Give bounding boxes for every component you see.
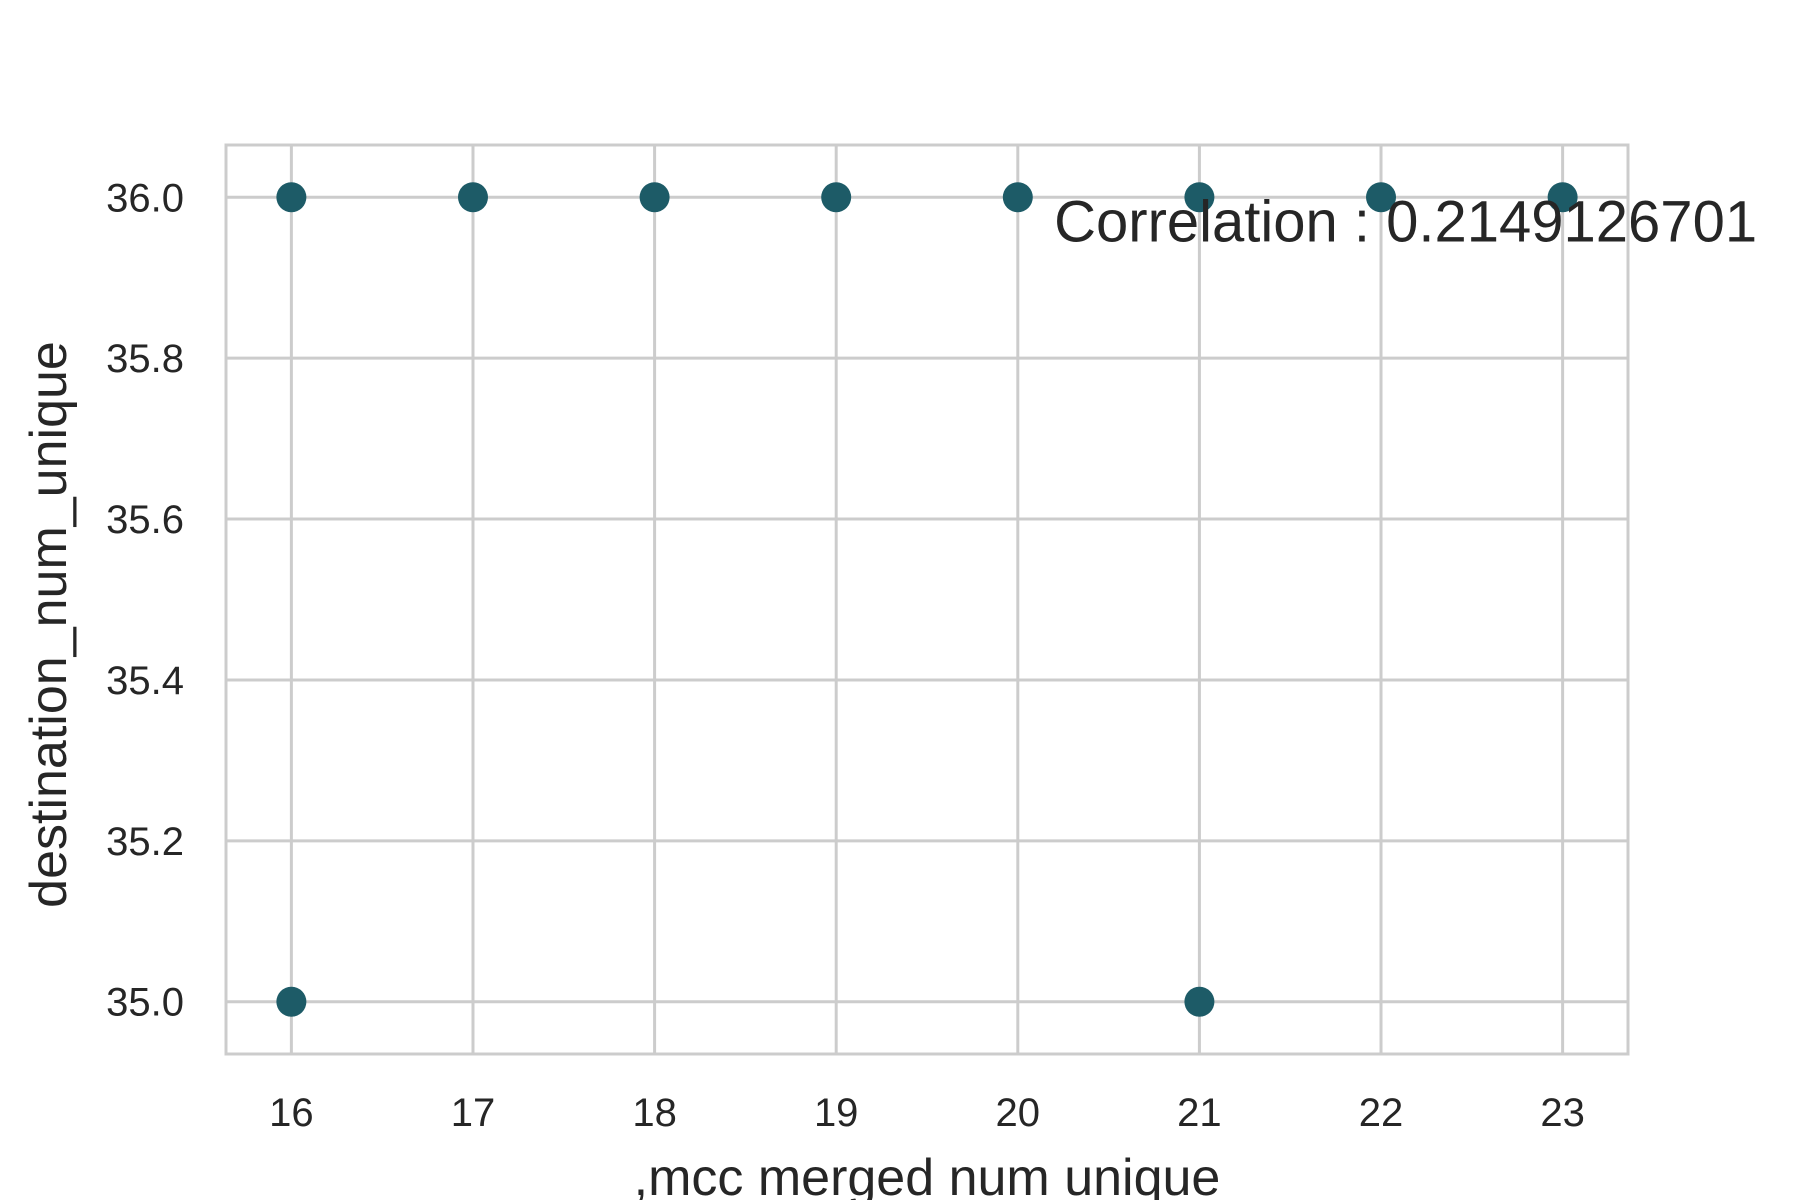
- scatter-point: [1366, 182, 1397, 213]
- y-tick-labels: 35.0 35.2 35.4 35.6 35.8 36.0: [106, 176, 184, 1024]
- plot-frame: [224, 143, 1630, 1056]
- scatter-point: [1547, 182, 1578, 213]
- scatter-point: [1184, 986, 1215, 1017]
- scatter-point: [639, 182, 670, 213]
- y-axis-label: destination_num_unique: [20, 341, 78, 908]
- scatter-point: [276, 986, 307, 1017]
- x-tick-labels: 16 17 18 19 20 21 22 23: [269, 1091, 1585, 1135]
- x-tick-label: 23: [1540, 1091, 1585, 1135]
- x-tick-label: 18: [632, 1091, 677, 1135]
- x-tick-label: 22: [1359, 1091, 1404, 1135]
- data-points: [276, 182, 1578, 1017]
- y-tick-label: 35.2: [106, 820, 184, 864]
- scatter-point: [1184, 182, 1215, 213]
- y-tick-label: 35.6: [106, 498, 184, 542]
- x-tick-label: 17: [451, 1091, 496, 1135]
- scatter-point: [276, 182, 307, 213]
- correlation-annotation: Correlation : 0.2149126701: [1054, 189, 1757, 254]
- x-tick-label: 19: [814, 1091, 859, 1135]
- x-tick-label: 21: [1177, 1091, 1222, 1135]
- x-tick-label: 16: [269, 1091, 314, 1135]
- y-tick-label: 35.4: [106, 659, 184, 703]
- scatter-point: [821, 182, 852, 213]
- scatter-point: [1002, 182, 1033, 213]
- y-tick-label: 35.0: [106, 981, 184, 1025]
- y-tick-label: 35.8: [106, 337, 184, 381]
- x-axis-label: ,mcc merged num unique: [634, 1149, 1221, 1200]
- x-tick-label: 20: [996, 1091, 1041, 1135]
- y-tick-label: 36.0: [106, 176, 184, 220]
- scatter-point: [457, 182, 488, 213]
